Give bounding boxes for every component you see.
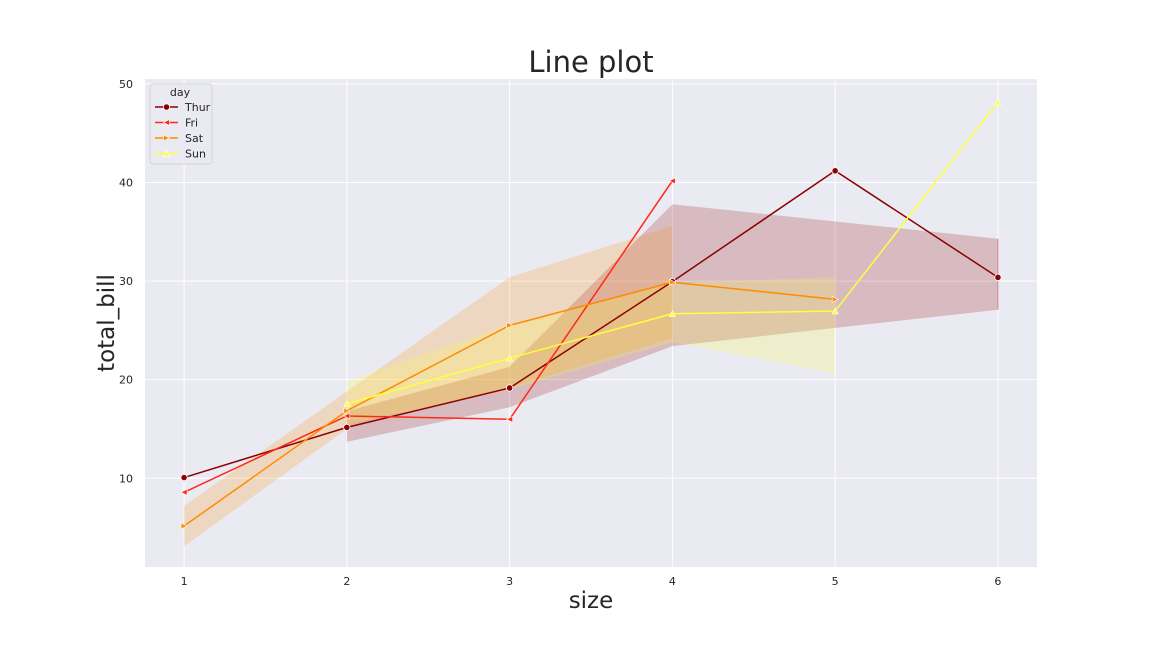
ci-band-sat <box>184 225 673 547</box>
data-point-sun <box>506 354 514 362</box>
series-markers <box>180 98 1002 530</box>
y-tick-label: 30 <box>119 275 133 288</box>
data-point-sat <box>669 278 677 286</box>
data-point-sat <box>506 321 514 329</box>
data-point-sun <box>994 98 1002 106</box>
ci-band-thur <box>346 204 998 442</box>
x-tick-label: 5 <box>832 575 839 588</box>
legend-label-thur: Thur <box>184 101 211 114</box>
data-point-thur <box>994 273 1002 281</box>
data-point-thur <box>831 167 839 175</box>
legend-marker-sun <box>163 149 170 157</box>
data-point-sun <box>831 307 839 315</box>
legend-title: day <box>170 86 191 99</box>
data-point-sun <box>668 310 676 318</box>
chart-title: Line plot <box>528 45 653 79</box>
data-point-sat <box>343 407 351 415</box>
tick-labels: 1 2 3 4 5 6 10 20 30 40 50 <box>119 78 1001 588</box>
plot-background <box>145 79 1037 567</box>
legend-marker-fri <box>162 119 170 126</box>
x-tick-label: 6 <box>994 575 1001 588</box>
ci-band-sun <box>346 277 836 425</box>
data-point-sat <box>831 295 839 303</box>
grid-lines <box>145 79 1037 567</box>
data-point-fri <box>505 415 513 423</box>
legend-label-sun: Sun <box>185 148 206 161</box>
series-line-thur <box>183 170 999 479</box>
data-point-sun <box>343 400 351 408</box>
data-point-fri <box>668 177 676 185</box>
legend-marker-sat <box>163 134 171 142</box>
legend-label-fri: Fri <box>185 117 198 130</box>
y-tick-label: 10 <box>119 472 133 485</box>
data-point-fri <box>180 488 188 496</box>
data-point-fri <box>343 412 351 420</box>
x-tick-label: 1 <box>181 575 188 588</box>
x-axis-title: size <box>569 588 614 614</box>
y-tick-label: 40 <box>119 177 133 190</box>
data-point-sat <box>180 522 188 530</box>
x-tick-label: 4 <box>669 575 676 588</box>
x-tick-label: 2 <box>343 575 350 588</box>
data-point-thur <box>180 473 188 482</box>
y-tick-label: 20 <box>119 374 133 387</box>
series-line-fri <box>183 180 674 493</box>
y-axis-title: total_bill <box>94 274 120 372</box>
legend-marker-thur <box>162 103 171 111</box>
data-point-thur <box>343 423 351 432</box>
data-point-thur <box>506 384 514 392</box>
x-tick-label: 3 <box>506 575 513 588</box>
y-tick-label: 50 <box>119 78 133 91</box>
legend: day Thur Fri Sat Sun <box>149 83 213 165</box>
legend-label-sat: Sat <box>185 132 204 145</box>
